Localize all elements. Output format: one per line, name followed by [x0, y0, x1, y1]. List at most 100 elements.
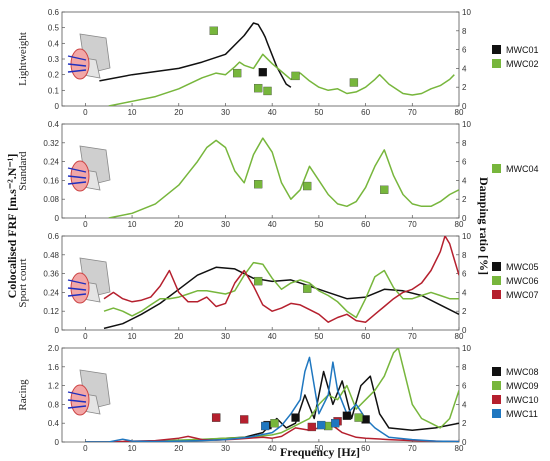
damping-marker-mwc10	[240, 415, 249, 424]
x-tick-label: 40	[268, 332, 277, 341]
legend-swatch-mwc07	[492, 290, 501, 299]
x-tick-label: 40	[268, 108, 277, 117]
y-tick-label: 0.4	[48, 419, 60, 428]
series-line-mwc09	[85, 348, 459, 442]
x-tick-label: 40	[268, 220, 277, 229]
damping-marker-mwc08	[291, 413, 300, 422]
y-tick-label: 0.6	[48, 8, 60, 17]
x-tick-label: 70	[408, 108, 417, 117]
x-tick-label: 0	[83, 332, 88, 341]
x-tick-label: 0	[83, 108, 88, 117]
wheelchair-icon	[67, 33, 111, 80]
series-line-mwc05	[103, 266, 459, 330]
x-tick-label: 80	[455, 444, 464, 453]
x-tick-label: 50	[314, 444, 323, 453]
y-tick-label: 0.3	[48, 55, 60, 64]
damping-marker-mwc02	[263, 86, 272, 96]
x-tick-label: 60	[361, 108, 370, 117]
legend-swatch-mwc09	[492, 381, 501, 390]
x-tick-label: 0	[83, 444, 88, 453]
excitation-arrow	[67, 69, 87, 73]
legend-label: MWC07	[506, 290, 539, 300]
damping-marker-mwc02	[209, 26, 218, 35]
excitation-arrow	[67, 167, 87, 173]
excitation-arrow	[67, 287, 87, 291]
panel-lightweight: Lightweight 0 0.1 0.2 0.3 0.4 0.5 0.6 0 2 4 6 8 10 0 10…	[17, 8, 539, 117]
x-tick-label: 10	[128, 108, 137, 117]
damping-marker-mwc08	[361, 415, 370, 424]
wheelchair-icon	[67, 145, 111, 192]
x-tick-label: 40	[268, 444, 277, 453]
y-tick-label: 0.8	[48, 400, 60, 409]
y2-tick-label: 6	[462, 158, 467, 167]
legend-label: MWC11	[506, 409, 538, 419]
wheelchair-icon	[67, 257, 111, 304]
y-axis-label-right: Damping ratio [%]	[477, 177, 491, 275]
excitation-arrow	[67, 55, 87, 61]
y2-tick-label: 2	[462, 307, 467, 316]
axes-frame	[61, 123, 460, 219]
x-tick-label: 60	[361, 444, 370, 453]
x-tick-label: 80	[455, 220, 464, 229]
y2-tick-label: 6	[462, 270, 467, 279]
x-tick-label: 70	[408, 444, 417, 453]
excitation-arrow	[67, 63, 87, 67]
y-tick-label: 0.6	[48, 232, 60, 241]
damping-marker-mwc02	[291, 71, 300, 81]
y2-tick-label: 10	[462, 344, 471, 353]
axes-frame	[61, 347, 460, 443]
y2-tick-label: 0	[462, 102, 467, 111]
damping-marker-mwc09	[270, 419, 279, 428]
y-tick-label: 0.16	[43, 176, 59, 185]
y-tick-label: 0	[55, 214, 60, 223]
y2-tick-label: 10	[462, 232, 471, 241]
panel-standard: Standard 0 0.08 0.16 0.24 0.32 0.4 0 2 4 6 8 10 0 10 20…	[17, 120, 539, 229]
legend-label: MWC10	[506, 395, 539, 405]
legend-swatch-mwc02	[492, 59, 501, 68]
y2-tick-label: 4	[462, 400, 467, 409]
damping-marker-mwc04	[380, 185, 389, 194]
x-tick-label: 10	[128, 444, 137, 453]
x-tick-label: 50	[314, 220, 323, 229]
damping-marker-mwc06	[303, 284, 312, 293]
panel-label: Lightweight	[17, 32, 29, 86]
panels: Lightweight 0 0.1 0.2 0.3 0.4 0.5 0.6 0 2 4 6 8 10 0 10…	[17, 8, 539, 453]
legend-label: MWC04	[506, 164, 539, 174]
damping-marker-mwc02	[349, 78, 359, 87]
x-tick-label: 10	[128, 220, 137, 229]
y2-tick-label: 0	[462, 438, 467, 447]
y2-tick-label: 10	[462, 120, 471, 129]
y-axis-label-left: Colocalised FRF [m.s⁻².N⁻¹]	[5, 154, 19, 299]
legend-swatch-mwc06	[492, 276, 501, 285]
damping-marker-mwc08	[342, 411, 352, 420]
damping-marker-mwc11	[261, 421, 270, 431]
damping-marker-mwc11	[317, 420, 326, 430]
legend-label: MWC09	[506, 381, 539, 391]
y-tick-label: 0.48	[43, 251, 59, 260]
y-tick-label: 0.24	[43, 288, 59, 297]
y2-tick-label: 2	[462, 419, 467, 428]
legend-swatch-mwc08	[492, 367, 501, 376]
y-tick-label: 0	[55, 326, 60, 335]
y-tick-label: 0.5	[48, 24, 60, 33]
y2-tick-label: 4	[462, 176, 467, 185]
y2-tick-label: 0	[462, 326, 467, 335]
panel-label: Racing	[17, 379, 29, 411]
legend-swatch-mwc10	[492, 395, 501, 404]
excitation-arrow	[67, 399, 87, 403]
excitation-arrow	[67, 279, 87, 285]
y-tick-label: 1.2	[48, 382, 60, 391]
y2-tick-label: 8	[462, 27, 467, 36]
x-tick-label: 80	[455, 332, 464, 341]
axes-frame	[61, 235, 460, 331]
damping-marker-mwc09	[324, 421, 333, 431]
y-tick-label: 1.6	[48, 363, 60, 372]
y2-tick-label: 4	[462, 288, 467, 297]
y-tick-label: 0.2	[48, 71, 60, 80]
excitation-arrow	[67, 293, 87, 297]
x-tick-label: 30	[221, 444, 230, 453]
y2-tick-label: 6	[462, 382, 467, 391]
x-tick-label: 80	[455, 108, 464, 117]
y2-tick-label: 8	[462, 139, 467, 148]
x-tick-label: 20	[174, 444, 183, 453]
